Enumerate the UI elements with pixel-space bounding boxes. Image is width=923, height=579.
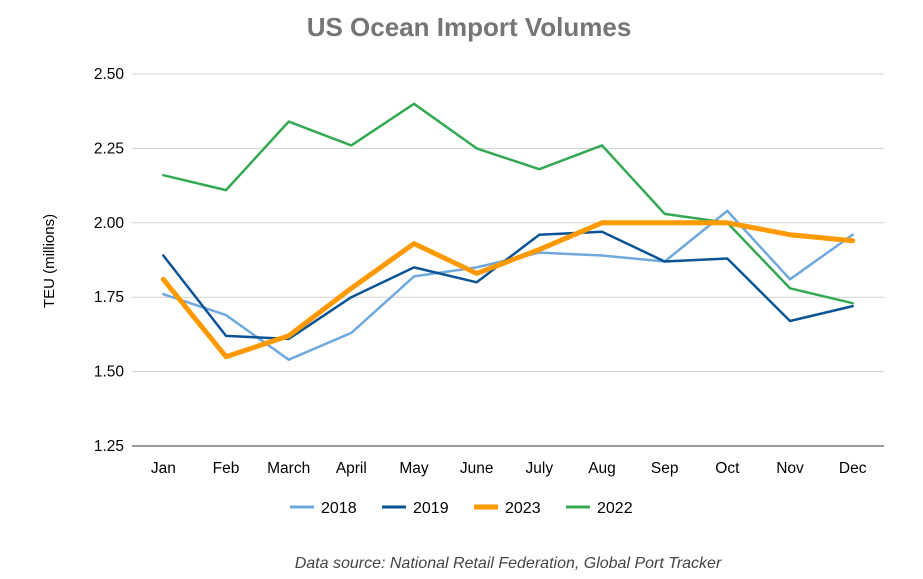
x-tick-label: April <box>336 460 367 477</box>
y-tick-label: 1.75 <box>94 289 124 306</box>
x-tick-label: Aug <box>588 460 616 477</box>
legend-label: 2018 <box>321 500 357 517</box>
y-tick-label: 2.25 <box>94 140 124 157</box>
series-line-2022 <box>162 102 854 305</box>
x-tick-label: Oct <box>715 460 740 477</box>
y-tick-label: 2.50 <box>94 66 125 83</box>
series-line-2019 <box>162 230 854 341</box>
x-tick-label: Feb <box>213 460 240 477</box>
legend-label: 2019 <box>413 500 449 517</box>
gridlines <box>132 73 884 447</box>
x-tick-label: Nov <box>776 460 804 477</box>
x-tick-label: Jan <box>151 460 176 477</box>
x-tick-label: March <box>267 460 310 477</box>
series-line-2023 <box>160 220 856 360</box>
y-axis-ticks: 1.25 1.50 1.75 2.00 2.25 2.50 <box>94 66 125 455</box>
x-tick-label: June <box>460 460 494 477</box>
legend-label: 2023 <box>505 500 541 517</box>
series-lines <box>160 102 856 361</box>
y-tick-label: 2.00 <box>94 215 125 232</box>
x-tick-label: Dec <box>839 460 867 477</box>
y-tick-label: 1.50 <box>94 364 125 381</box>
source-note: Data source: National Retail Federation,… <box>295 555 722 572</box>
legend-item-2019: 2019 <box>382 500 449 517</box>
legend-item-2022: 2022 <box>566 500 633 517</box>
legend: 2018 2019 2023 2022 <box>290 500 633 517</box>
chart-title: US Ocean Import Volumes <box>307 12 632 42</box>
x-axis-ticks: Jan Feb March April May June July Aug Sep Oct Nov D… <box>151 460 867 477</box>
x-tick-label: May <box>399 460 429 477</box>
y-axis-label: TEU (millions) <box>41 214 58 308</box>
legend-label: 2022 <box>597 500 633 517</box>
x-tick-label: July <box>526 460 554 477</box>
legend-item-2023: 2023 <box>474 500 541 517</box>
legend-item-2018: 2018 <box>290 500 357 517</box>
y-tick-label: 1.25 <box>94 438 124 455</box>
x-tick-label: Sep <box>651 460 679 477</box>
